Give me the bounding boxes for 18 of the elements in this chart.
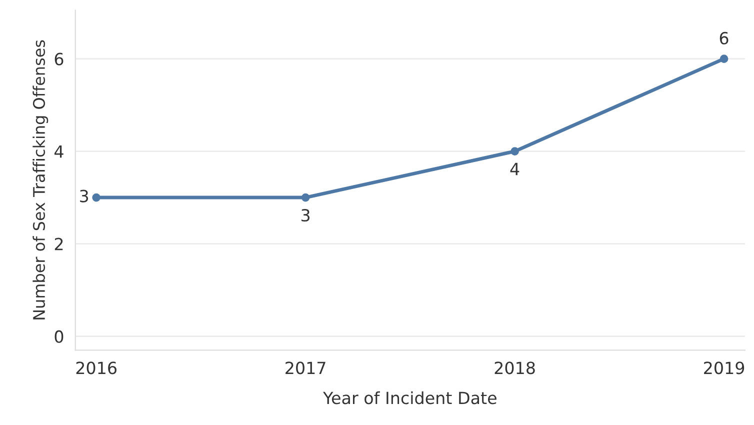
y-axis-title: Number of Sex Trafficking Offenses <box>32 40 48 320</box>
data-label: 4 <box>510 162 520 176</box>
point <box>301 193 310 202</box>
y-tick-label: 6 <box>54 52 64 66</box>
point <box>92 193 100 202</box>
x-tick-label: 2018 <box>494 362 535 374</box>
data-label: 3 <box>80 190 88 202</box>
x-tick-label: 2019 <box>704 362 744 374</box>
data-label: 3 <box>302 208 310 222</box>
point <box>510 147 519 156</box>
x-tick-label: 2017 <box>286 362 326 374</box>
y-tick-label: 4 <box>54 145 64 158</box>
x-axis-title: Year of Incident Date <box>323 391 496 404</box>
y-tick-label: 2 <box>54 238 63 250</box>
data-label: 6 <box>720 32 728 44</box>
x-tick-label: 2016 <box>76 362 116 374</box>
y-tick-label: 0 <box>54 330 64 343</box>
point <box>720 54 728 63</box>
